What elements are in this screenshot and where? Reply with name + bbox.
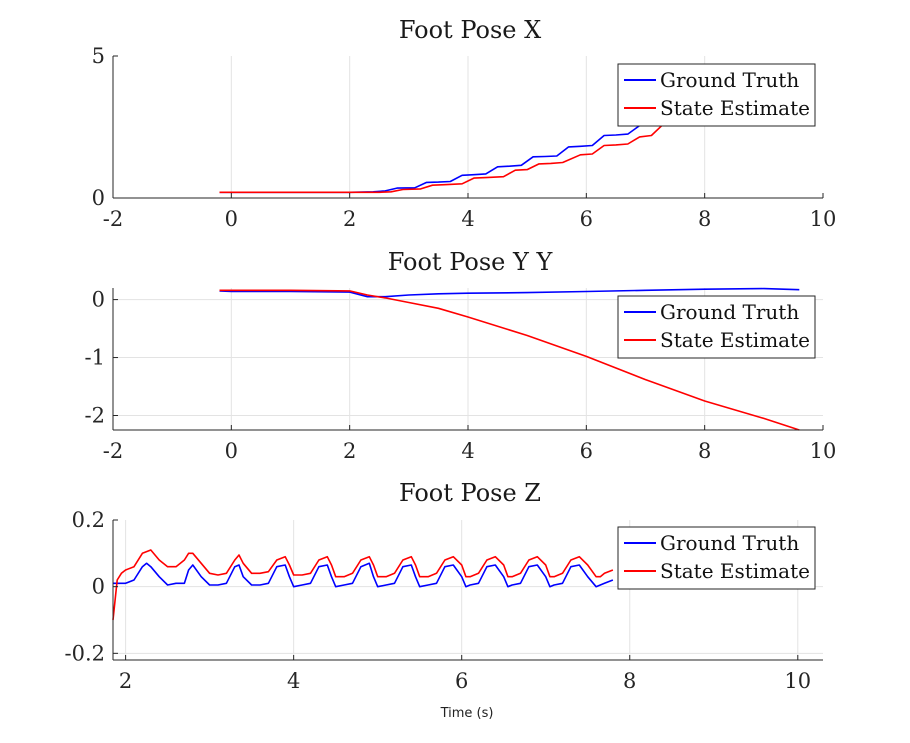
x-tick-label: 10: [810, 439, 837, 463]
x-tick-label: 6: [580, 439, 593, 463]
legend-label: State Estimate: [660, 328, 810, 352]
x-tick-label: 4: [461, 439, 474, 463]
y-tick-label: 0: [92, 575, 105, 599]
y-tick-label: -1: [85, 346, 105, 370]
series-line-state-estimate: [219, 121, 682, 194]
y-tick-label: -0.2: [65, 641, 106, 665]
y-tick-label: 5: [92, 44, 105, 68]
x-tick-label: 0: [225, 439, 238, 463]
x-tick-label: 6: [580, 207, 593, 231]
series-line-state-estimate: [112, 549, 614, 621]
x-tick-label: 0: [225, 207, 238, 231]
x-tick-label: 2: [119, 669, 132, 693]
x-tick-label: 4: [461, 207, 474, 231]
x-tick-label: 8: [698, 439, 711, 463]
y-tick-label: 0: [92, 186, 105, 210]
legend-label: State Estimate: [660, 96, 810, 120]
chart-title: Foot Pose Z: [399, 479, 541, 507]
legend-box: [617, 526, 816, 590]
x-tick-label: 2: [343, 439, 356, 463]
chart-title: Foot Pose Y Y: [388, 248, 554, 276]
series-line-state-estimate: [219, 289, 800, 431]
x-axis-label: Time (s): [440, 706, 494, 721]
x-tick-label: 2: [343, 207, 356, 231]
legend-box: [617, 63, 816, 127]
legend-label: State Estimate: [660, 559, 810, 583]
legend-label: Ground Truth: [660, 300, 799, 324]
legend-label: Ground Truth: [660, 531, 799, 555]
y-tick-label: -2: [85, 404, 105, 428]
x-tick-label: 10: [784, 669, 811, 693]
x-tick-label: 8: [698, 207, 711, 231]
x-tick-label: 10: [810, 207, 837, 231]
x-tick-label: 6: [455, 669, 468, 693]
y-tick-label: 0.2: [72, 508, 105, 532]
chart-title: Foot Pose X: [399, 16, 541, 44]
series-line-ground-truth: [219, 120, 682, 194]
x-tick-label: -2: [103, 439, 123, 463]
x-tick-label: 4: [287, 669, 300, 693]
x-tick-label: 8: [623, 669, 636, 693]
series-line-ground-truth: [219, 287, 800, 298]
legend-box: [617, 295, 816, 359]
x-tick-label: -2: [103, 207, 123, 231]
legend-label: Ground Truth: [660, 68, 799, 92]
series-line-ground-truth: [113, 562, 614, 588]
y-tick-label: 0: [92, 288, 105, 312]
